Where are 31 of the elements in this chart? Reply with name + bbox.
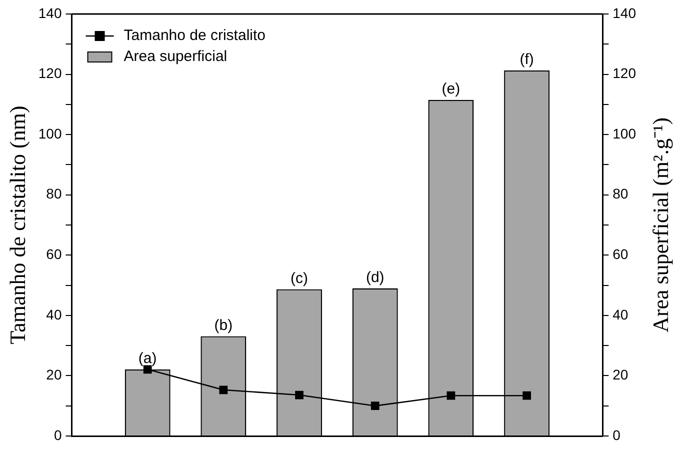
point: [370, 402, 380, 410]
data-label: (f): [520, 51, 534, 68]
y-tick-label: 80: [46, 186, 62, 202]
point: [446, 391, 456, 400]
y-tick-label: 100: [38, 125, 62, 142]
point: [219, 386, 228, 394]
y2-tick-label: 60: [612, 246, 628, 262]
y2-tick-label: 100: [612, 125, 636, 142]
y2-tick-label: 0: [612, 426, 621, 443]
y-axis-title: Tamanho de cristalito (nm): [4, 106, 30, 344]
point: [295, 390, 304, 400]
legend-label: Area superficial: [124, 48, 228, 66]
legend-label: Tamanho de cristalito: [124, 27, 266, 44]
data-label: (b): [214, 316, 233, 334]
y2-axis-title: Area superficial (m².g⁻¹): [648, 117, 673, 333]
data-label: (a): [138, 350, 157, 368]
y2-tick-label: 120: [612, 65, 636, 82]
y-tick-label: 20: [46, 366, 62, 383]
y-tick-label: 140: [38, 4, 62, 21]
y2-tick-label: 20: [612, 366, 628, 383]
y2-tick-label: 140: [612, 4, 636, 21]
data-label: (d): [366, 268, 384, 286]
data-label: (c): [290, 270, 308, 287]
y-tick-label: 60: [46, 246, 62, 262]
y-tick-label: 0: [54, 426, 62, 443]
point: [522, 391, 531, 400]
y-tick-label: 40: [46, 306, 62, 322]
y2-tick-label: 40: [612, 306, 628, 322]
data-label: (e): [442, 80, 460, 98]
y2-tick-label: 80: [612, 186, 628, 202]
y-tick-label: 120: [38, 65, 62, 82]
